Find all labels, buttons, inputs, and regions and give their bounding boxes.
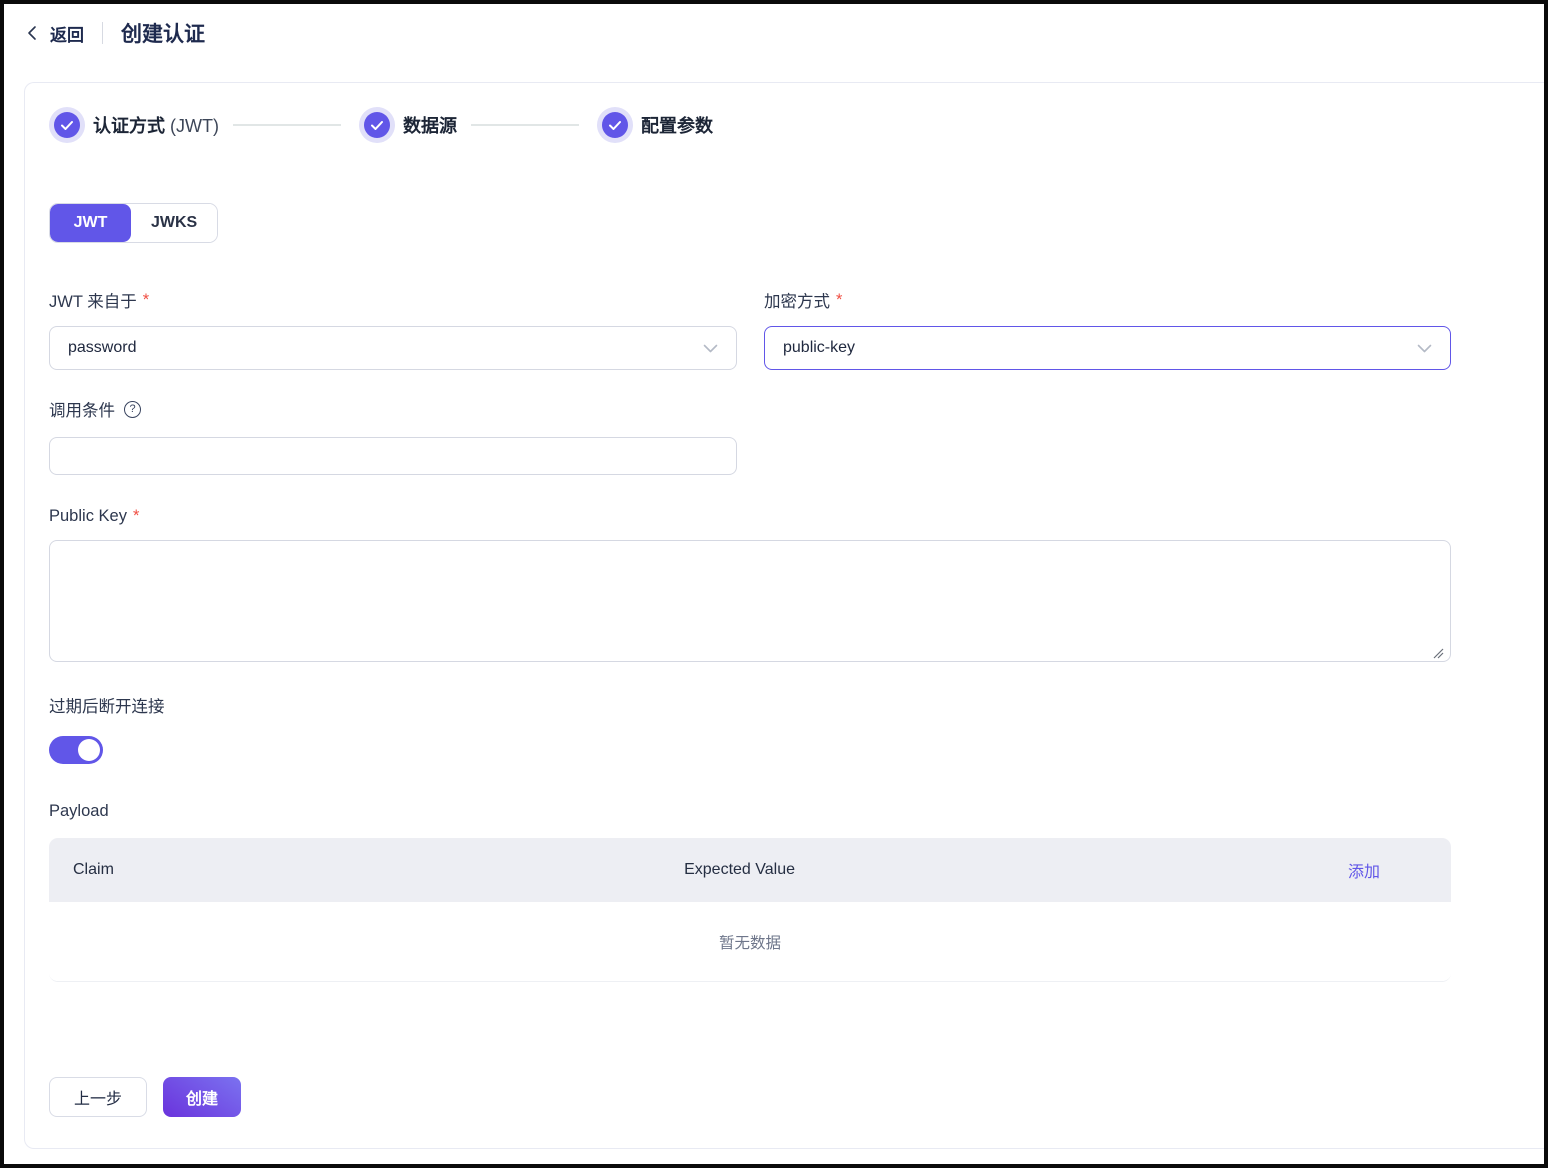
payload-table-header: Claim Expected Value 添加: [49, 838, 1451, 902]
tab-jwks[interactable]: JWKS: [131, 204, 218, 242]
public-key-label: Public Key *: [49, 506, 140, 525]
stepper-connector: [470, 124, 579, 126]
toggle-knob: [78, 739, 100, 761]
payload-label: Payload: [49, 801, 109, 820]
stepper: 认证方式 (JWT) 数据源 配置参数: [49, 107, 1447, 143]
step-label: 配置参数: [640, 116, 713, 136]
jwt-source-label: JWT 来自于 *: [49, 290, 150, 312]
required-asterisk: *: [132, 506, 140, 525]
empty-state-text: 暂无数据: [49, 902, 1451, 981]
check-icon: [601, 112, 628, 138]
check-icon: [363, 112, 390, 138]
column-header-expected-value: Expected Value: [684, 861, 795, 878]
content-card: 认证方式 (JWT) 数据源 配置参数 JWT JWKS JWT 来自于 * pas…: [24, 82, 1544, 1149]
add-claim-button[interactable]: 添加: [1347, 864, 1380, 881]
condition-field: 调用条件 ?: [49, 398, 737, 475]
page-title: 创建认证: [121, 23, 205, 46]
back-label: 返回: [50, 25, 84, 45]
condition-input[interactable]: [49, 437, 737, 475]
step-suffix: (JWT): [170, 116, 219, 136]
resize-grip-icon[interactable]: [1432, 647, 1444, 659]
jwt-source-select[interactable]: password: [49, 326, 737, 370]
step-label: 数据源: [402, 116, 457, 136]
stepper-step-data-source[interactable]: 数据源: [359, 112, 457, 138]
disconnect-field: 过期后断开连接: [49, 694, 1447, 764]
chevron-down-icon: [703, 344, 718, 352]
stepper-step-auth-method[interactable]: 认证方式 (JWT): [49, 112, 219, 138]
payload-section: Payload Claim Expected Value 添加 暂无数据: [49, 800, 1451, 982]
create-button[interactable]: 创建: [163, 1077, 241, 1117]
payload-table: Claim Expected Value 添加 暂无数据: [49, 838, 1451, 982]
stepper-connector: [232, 124, 341, 126]
public-key-textarea[interactable]: [49, 540, 1451, 662]
encryption-select[interactable]: public-key: [764, 326, 1451, 370]
stepper-step-config-params[interactable]: 配置参数: [597, 112, 713, 138]
chevron-down-icon: [1417, 344, 1432, 352]
jwt-source-field: JWT 来自于 * password: [49, 289, 737, 370]
encryption-label: 加密方式 *: [764, 290, 843, 312]
jwt-type-tabs: JWT JWKS: [49, 203, 219, 243]
header-divider: [102, 22, 103, 44]
previous-step-button[interactable]: 上一步: [49, 1077, 147, 1117]
form-footer: 上一步 创建: [49, 1077, 1447, 1117]
jwt-source-value: password: [68, 339, 137, 356]
required-asterisk: *: [836, 290, 843, 309]
condition-label: 调用条件 ?: [49, 398, 737, 420]
check-icon: [54, 112, 80, 138]
column-header-claim: Claim: [73, 861, 114, 878]
encryption-value: public-key: [783, 339, 856, 356]
encryption-field: 加密方式 * public-key: [764, 289, 1451, 370]
step-label: 认证方式 (JWT): [93, 116, 219, 136]
chevron-left-icon: [28, 26, 36, 40]
page-header: 返回 创建认证: [4, 4, 1544, 62]
public-key-field: Public Key *: [49, 505, 1451, 662]
disconnect-toggle[interactable]: [49, 736, 103, 764]
required-asterisk: *: [142, 290, 150, 309]
back-button[interactable]: 返回: [26, 21, 84, 46]
disconnect-label: 过期后断开连接: [49, 698, 165, 716]
tab-jwt[interactable]: JWT: [50, 204, 131, 242]
help-icon[interactable]: ?: [124, 400, 141, 418]
